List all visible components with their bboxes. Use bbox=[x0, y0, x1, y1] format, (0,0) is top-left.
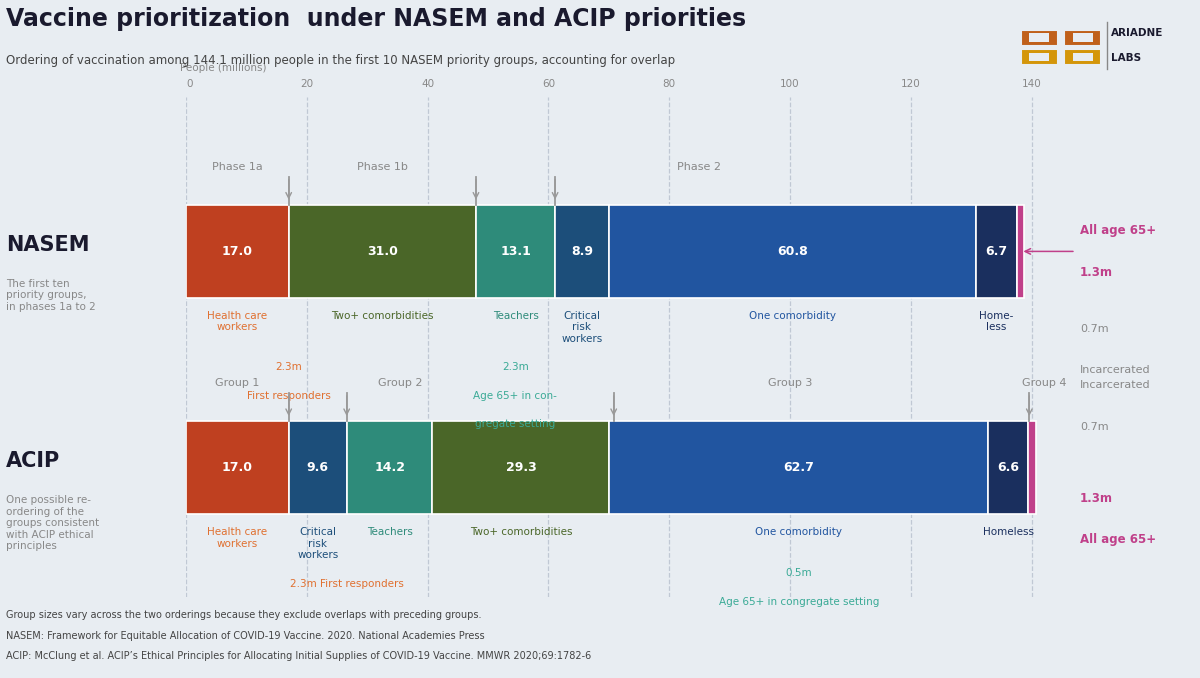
Text: 20: 20 bbox=[300, 79, 313, 89]
Text: 62.7: 62.7 bbox=[784, 461, 815, 475]
Text: gregate setting: gregate setting bbox=[475, 419, 556, 429]
Bar bbox=[289, 205, 476, 298]
Bar bbox=[1030, 53, 1049, 61]
Text: Vaccine prioritization  under NASEM and ACIP priorities: Vaccine prioritization under NASEM and A… bbox=[6, 7, 746, 31]
Bar bbox=[1064, 49, 1102, 65]
Bar bbox=[476, 205, 556, 298]
Bar bbox=[289, 422, 347, 514]
Text: 2.3m First responders: 2.3m First responders bbox=[289, 578, 403, 589]
Text: 140: 140 bbox=[1022, 79, 1042, 89]
Text: Phase 1b: Phase 1b bbox=[356, 161, 408, 172]
Text: One possible re-
ordering of the
groups consistent
with ACIP ethical
principles: One possible re- ordering of the groups … bbox=[6, 495, 100, 551]
Bar bbox=[556, 205, 608, 298]
Text: 1.3m: 1.3m bbox=[1080, 266, 1114, 279]
Bar bbox=[1073, 53, 1093, 61]
Text: Critical
risk
workers: Critical risk workers bbox=[298, 527, 338, 560]
Bar bbox=[1030, 33, 1049, 42]
Text: 8.9: 8.9 bbox=[571, 245, 593, 258]
Text: 0.7m: 0.7m bbox=[1080, 422, 1109, 432]
Text: Group 4: Group 4 bbox=[1021, 378, 1066, 388]
Text: Homeless: Homeless bbox=[983, 527, 1033, 537]
Bar bbox=[1064, 30, 1102, 45]
Text: Phase 1a: Phase 1a bbox=[212, 161, 263, 172]
Text: 13.1: 13.1 bbox=[500, 245, 530, 258]
Text: ACIP: McClung et al. ACIP’s Ethical Principles for Allocating Initial Supplies o: ACIP: McClung et al. ACIP’s Ethical Prin… bbox=[6, 651, 592, 661]
Text: Group sizes vary across the two orderings because they exclude overlaps with pre: Group sizes vary across the two ordering… bbox=[6, 610, 481, 620]
Text: 14.2: 14.2 bbox=[374, 461, 406, 475]
Text: 0: 0 bbox=[186, 79, 192, 89]
Text: ACIP: ACIP bbox=[6, 451, 60, 471]
Text: 100: 100 bbox=[780, 79, 800, 89]
Text: NASEM: NASEM bbox=[6, 235, 90, 255]
Bar bbox=[976, 205, 1016, 298]
Bar bbox=[610, 422, 989, 514]
Text: First responders: First responders bbox=[247, 391, 331, 401]
Text: 1.3m: 1.3m bbox=[1080, 492, 1114, 505]
Text: 31.0: 31.0 bbox=[367, 245, 397, 258]
Bar bbox=[1016, 205, 1025, 298]
Text: Two+ comorbidities: Two+ comorbidities bbox=[469, 527, 572, 537]
Bar bbox=[186, 422, 289, 514]
Text: One comorbidity: One comorbidity bbox=[755, 527, 842, 537]
Text: 60.8: 60.8 bbox=[778, 245, 808, 258]
Text: Incarcerated: Incarcerated bbox=[1080, 365, 1151, 375]
Text: ARIADNE: ARIADNE bbox=[1111, 28, 1164, 39]
Bar bbox=[1028, 422, 1036, 514]
Text: Teachers: Teachers bbox=[367, 527, 413, 537]
Bar bbox=[989, 422, 1028, 514]
Text: 17.0: 17.0 bbox=[222, 461, 253, 475]
Text: 80: 80 bbox=[662, 79, 676, 89]
Text: 9.6: 9.6 bbox=[307, 461, 329, 475]
Text: 6.6: 6.6 bbox=[997, 461, 1019, 475]
Text: LABS: LABS bbox=[1111, 53, 1141, 62]
Text: Group 1: Group 1 bbox=[215, 378, 259, 388]
Bar bbox=[347, 422, 432, 514]
Text: Group 2: Group 2 bbox=[378, 378, 422, 388]
Bar bbox=[608, 205, 976, 298]
Text: 40: 40 bbox=[421, 79, 434, 89]
Text: People (millions): People (millions) bbox=[180, 62, 266, 73]
Text: 29.3: 29.3 bbox=[505, 461, 536, 475]
Text: 6.7: 6.7 bbox=[985, 245, 1008, 258]
Text: Phase 2: Phase 2 bbox=[678, 161, 721, 172]
Text: 2.3m: 2.3m bbox=[502, 362, 528, 372]
Text: Home-
less: Home- less bbox=[979, 311, 1014, 332]
Bar bbox=[1021, 49, 1057, 65]
Bar bbox=[1073, 33, 1093, 42]
Text: Health care
workers: Health care workers bbox=[208, 311, 268, 332]
Bar bbox=[186, 205, 289, 298]
Text: The first ten
priority groups,
in phases 1a to 2: The first ten priority groups, in phases… bbox=[6, 279, 96, 312]
Text: One comorbidity: One comorbidity bbox=[749, 311, 836, 321]
Text: 17.0: 17.0 bbox=[222, 245, 253, 258]
Text: Critical
risk
workers: Critical risk workers bbox=[562, 311, 602, 344]
Text: Group 3: Group 3 bbox=[768, 378, 812, 388]
Text: 120: 120 bbox=[901, 79, 920, 89]
Text: 0.7m: 0.7m bbox=[1080, 323, 1109, 334]
Text: 0.5m: 0.5m bbox=[786, 568, 812, 578]
Text: 2.3m: 2.3m bbox=[275, 362, 302, 372]
Text: Age 65+ in congregate setting: Age 65+ in congregate setting bbox=[719, 597, 880, 607]
Text: All age 65+: All age 65+ bbox=[1080, 224, 1156, 237]
Bar bbox=[1021, 30, 1057, 45]
Text: Health care
workers: Health care workers bbox=[208, 527, 268, 549]
Text: Age 65+ in con-: Age 65+ in con- bbox=[473, 391, 557, 401]
Text: NASEM: Framework for Equitable Allocation of COVID-19 Vaccine. 2020. National Ac: NASEM: Framework for Equitable Allocatio… bbox=[6, 631, 485, 641]
Bar bbox=[432, 422, 610, 514]
Text: Ordering of vaccination among 144.1 million people in the first 10 NASEM priorit: Ordering of vaccination among 144.1 mill… bbox=[6, 54, 676, 67]
Text: Incarcerated: Incarcerated bbox=[1080, 380, 1151, 391]
Text: Teachers: Teachers bbox=[492, 311, 539, 321]
Text: All age 65+: All age 65+ bbox=[1080, 534, 1156, 546]
Text: Two+ comorbidities: Two+ comorbidities bbox=[331, 311, 433, 321]
Text: 60: 60 bbox=[542, 79, 556, 89]
